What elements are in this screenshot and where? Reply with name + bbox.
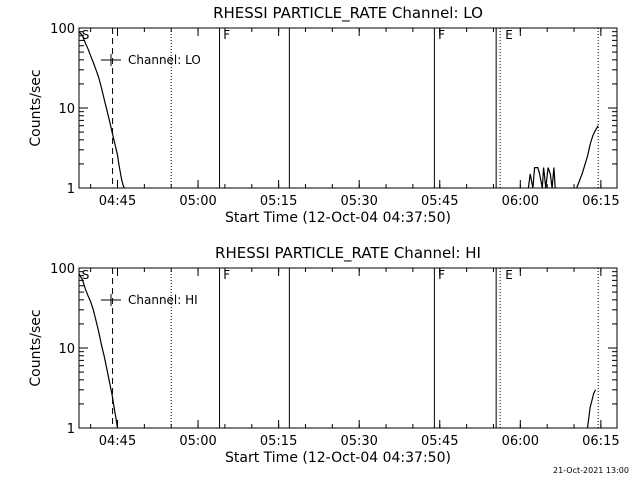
- event-marker-F: F: [438, 268, 445, 282]
- event-marker-F: F: [223, 268, 230, 282]
- x-tick-label: 05:30: [340, 434, 377, 449]
- event-marker-F: F: [438, 28, 445, 42]
- x-tick-label: 05:30: [340, 194, 377, 209]
- event-marker-S: S: [82, 268, 90, 282]
- y-tick-label: 1: [67, 422, 75, 437]
- y-axis-label: Counts/sec: [28, 69, 44, 146]
- y-tick-label: 100: [50, 262, 75, 277]
- x-tick-label: 04:45: [99, 194, 136, 209]
- event-marker-F: F: [223, 28, 230, 42]
- y-tick-label: 1: [67, 182, 75, 197]
- legend-label: Channel: LO: [128, 53, 201, 67]
- footer-timestamp: 21-Oct-2021 13:00: [553, 466, 629, 475]
- chart-title: RHESSI PARTICLE_RATE Channel: LO: [213, 4, 483, 23]
- data-series-1: [78, 273, 119, 429]
- x-axis-label: Start Time (12-Oct-04 04:37:50): [225, 450, 451, 466]
- x-tick-label: 05:00: [179, 194, 216, 209]
- x-tick-label: 05:45: [421, 194, 458, 209]
- x-tick-label: 05:15: [260, 434, 297, 449]
- data-series-3: [576, 125, 599, 189]
- x-tick-label: 05:00: [179, 434, 216, 449]
- x-tick-label: 05:45: [421, 434, 458, 449]
- x-tick-label: 06:00: [502, 434, 539, 449]
- x-tick-label: 06:15: [582, 194, 619, 209]
- x-tick-label: 05:15: [260, 194, 297, 209]
- plot-frame: [78, 27, 618, 189]
- y-tick-label: 100: [50, 22, 75, 37]
- x-tick-label: 04:45: [99, 434, 136, 449]
- plot-frame: [78, 267, 618, 429]
- x-axis-label: Start Time (12-Oct-04 04:37:50): [225, 210, 451, 226]
- data-series-2: [586, 389, 597, 429]
- data-series-2: [527, 167, 556, 189]
- y-tick-label: 10: [58, 102, 75, 117]
- data-series-1: [78, 31, 125, 189]
- event-marker-E: E: [505, 28, 513, 42]
- chart-panel-1: RHESSI PARTICLE_RATE Channel: LO 1 10 100 Co…: [28, 4, 620, 226]
- legend-label: Channel: HI: [128, 293, 198, 307]
- chart-title: RHESSI PARTICLE_RATE Channel: HI: [215, 244, 481, 263]
- event-marker-E: E: [505, 268, 513, 282]
- y-axis-label: Counts/sec: [28, 309, 44, 386]
- y-tick-label: 10: [58, 342, 75, 357]
- chart-panel-2: RHESSI PARTICLE_RATE Channel: HI 1 10 100 Co…: [28, 244, 620, 466]
- x-tick-label: 06:15: [582, 434, 619, 449]
- event-marker-S: S: [82, 28, 90, 42]
- x-tick-label: 06:00: [502, 194, 539, 209]
